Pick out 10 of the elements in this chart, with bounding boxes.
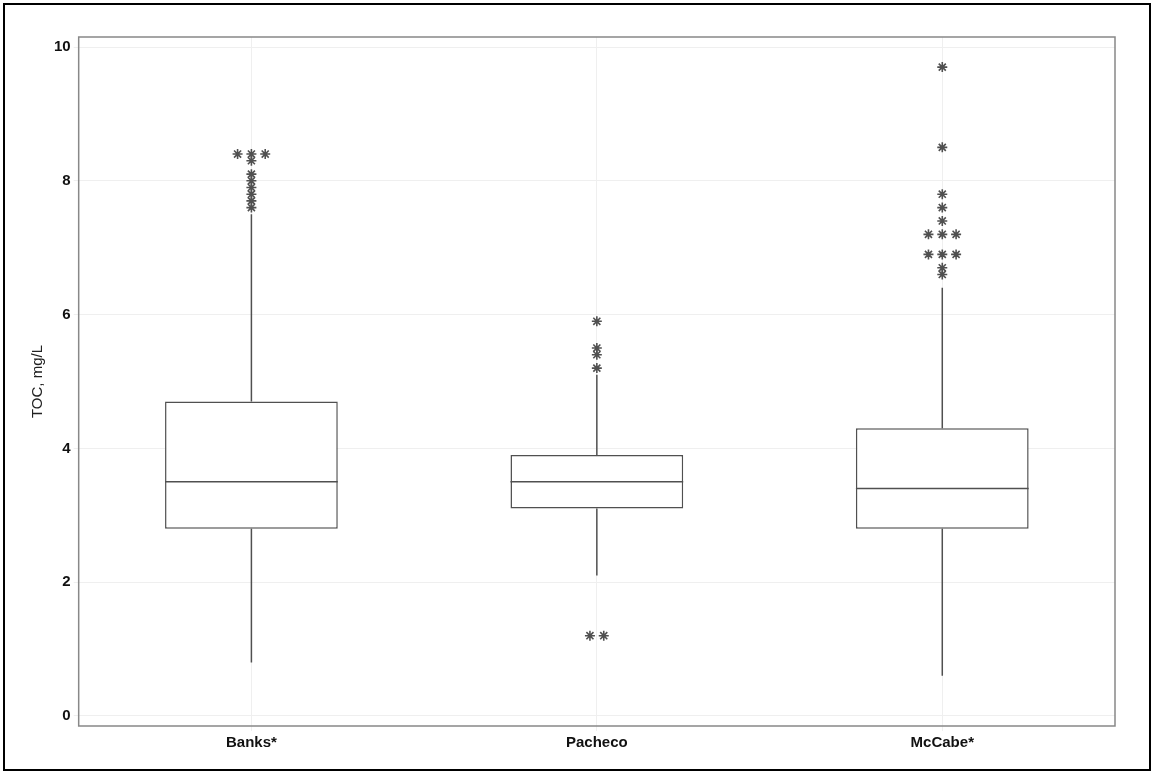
x-tick-label: Pacheco bbox=[565, 733, 628, 751]
x-tick-label: McCabe* bbox=[910, 733, 975, 751]
y-tick-label: 4 bbox=[62, 438, 72, 456]
y-tick-label: 6 bbox=[62, 304, 71, 322]
y-tick-label: 2 bbox=[62, 572, 71, 590]
y-tick-label: 10 bbox=[54, 37, 71, 55]
x-tick-label: Banks* bbox=[225, 733, 277, 751]
y-axis-title: TOC, mg/L bbox=[28, 344, 46, 419]
y-tick-label: 8 bbox=[62, 170, 71, 188]
y-tick-label: 0 bbox=[62, 706, 71, 724]
